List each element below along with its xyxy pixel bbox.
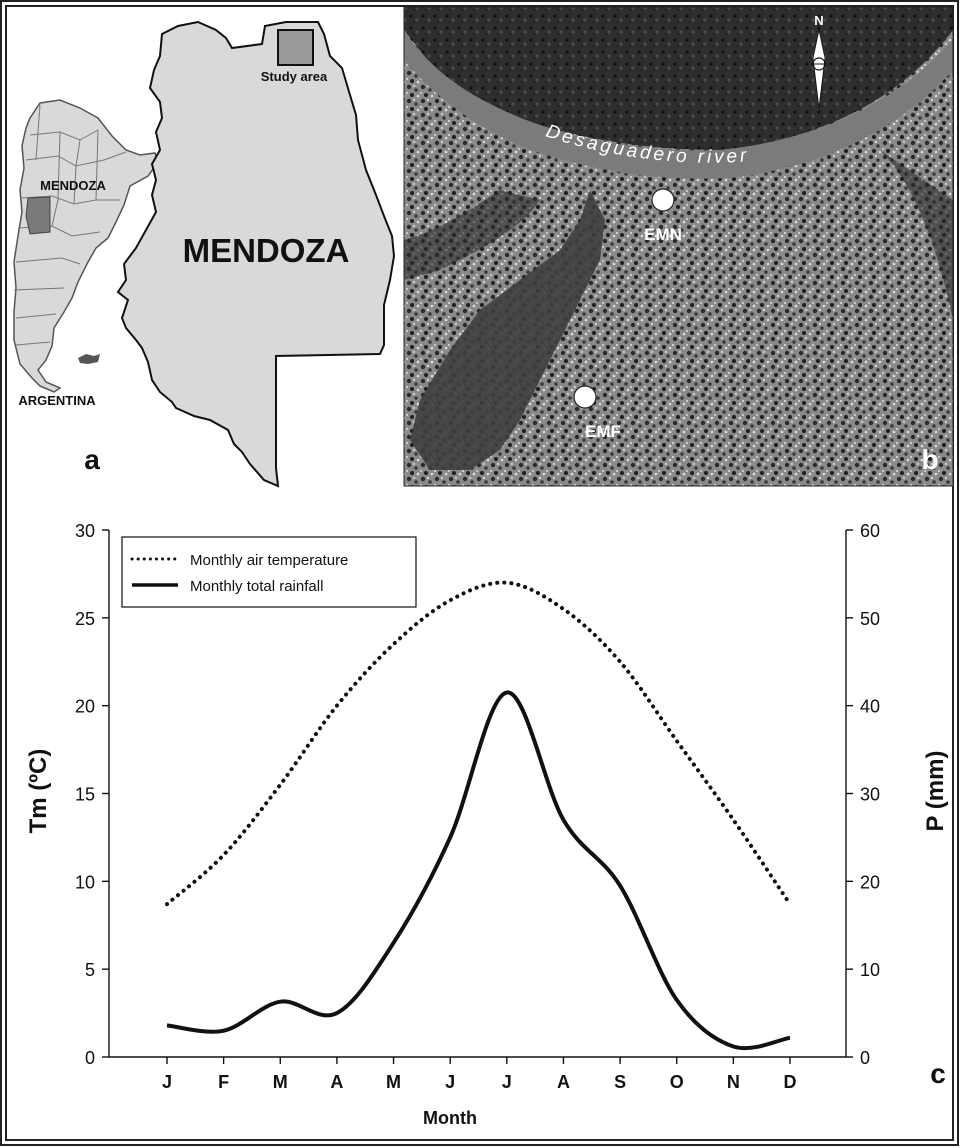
left-tick-label: 20 xyxy=(75,697,95,717)
series-line-air-temperature xyxy=(165,580,792,907)
panel-a-map: Study area MENDOZA MENDOZA ARGENTINA a xyxy=(13,20,396,488)
site-label-emn: EMN xyxy=(644,225,682,244)
study-area-marker xyxy=(277,29,314,66)
north-arrow-icon xyxy=(811,29,827,109)
left-tick-label: 5 xyxy=(85,960,95,980)
right-tick-label: 40 xyxy=(860,697,880,717)
right-axis-ticks: 0 10 20 30 40 50 60 xyxy=(846,521,880,1068)
lowland-area xyxy=(410,190,605,470)
x-tick-label: D xyxy=(784,1072,797,1092)
right-tick-label: 30 xyxy=(860,785,880,805)
x-tick-label: N xyxy=(727,1072,740,1092)
right-axis-title: P (mm) xyxy=(922,751,949,832)
right-tick-label: 0 xyxy=(860,1048,870,1068)
x-tick-label: J xyxy=(162,1072,172,1092)
right-tick-label: 60 xyxy=(860,521,880,541)
legend: Monthly air temperature Monthly total ra… xyxy=(121,536,417,608)
desaguadero-river-channel xyxy=(404,30,953,179)
right-tick-label: 20 xyxy=(860,872,880,892)
x-tick-label: O xyxy=(670,1072,684,1092)
argentina-label: ARGENTINA xyxy=(18,393,96,408)
left-tick-label: 10 xyxy=(75,872,95,892)
left-tick-label: 15 xyxy=(75,785,95,805)
x-tick-label: J xyxy=(445,1072,455,1092)
mendoza-inset-label: MENDOZA xyxy=(40,178,106,193)
x-tick-label: A xyxy=(557,1072,570,1092)
series-line-total-rainfall xyxy=(166,690,791,1050)
x-axis-title: Month xyxy=(423,1108,477,1128)
x-tick-label: M xyxy=(273,1072,288,1092)
right-tick-label: 10 xyxy=(860,960,880,980)
panel-c-label: c xyxy=(930,1058,946,1089)
x-tick-label: M xyxy=(386,1072,401,1092)
panel-b-aerial-photo: Desaguadero river EMN EMF N b xyxy=(404,7,953,486)
panel-b-label: b xyxy=(921,444,938,475)
x-tick-label: J xyxy=(502,1072,512,1092)
left-axis-title: Tm (ºC) xyxy=(25,749,52,834)
right-tick-label: 50 xyxy=(860,609,880,629)
legend-label-temperature: Monthly air temperature xyxy=(190,552,348,569)
left-tick-label: 25 xyxy=(75,609,95,629)
inner-border xyxy=(5,5,954,1141)
mendoza-province-map xyxy=(116,20,396,488)
left-axis-ticks: 0 5 10 15 20 25 30 xyxy=(75,521,109,1068)
x-tick-label: S xyxy=(614,1072,626,1092)
site-marker-emf xyxy=(573,385,597,409)
north-label: N xyxy=(814,13,823,28)
photo-frame xyxy=(403,6,954,487)
dark-vegetation-patch xyxy=(404,190,540,280)
northern-bank-vegetation xyxy=(404,7,953,150)
mendoza-label: MENDOZA xyxy=(183,232,350,269)
panel-a-label: a xyxy=(84,444,100,475)
x-tick-label: A xyxy=(330,1072,343,1092)
mendoza-inset-highlight xyxy=(25,196,51,235)
left-tick-label: 0 xyxy=(85,1048,95,1068)
x-tick-label: F xyxy=(218,1072,229,1092)
legend-box xyxy=(121,536,417,608)
site-label-emf: EMF xyxy=(585,422,621,441)
falkland-islands xyxy=(78,354,100,364)
argentina-inset-map xyxy=(13,99,159,393)
study-area-label: Study area xyxy=(261,69,328,84)
legend-label-rainfall: Monthly total rainfall xyxy=(190,578,323,595)
site-marker-emn xyxy=(651,188,675,212)
left-tick-label: 30 xyxy=(75,521,95,541)
eastern-dark-patch xyxy=(880,150,953,320)
